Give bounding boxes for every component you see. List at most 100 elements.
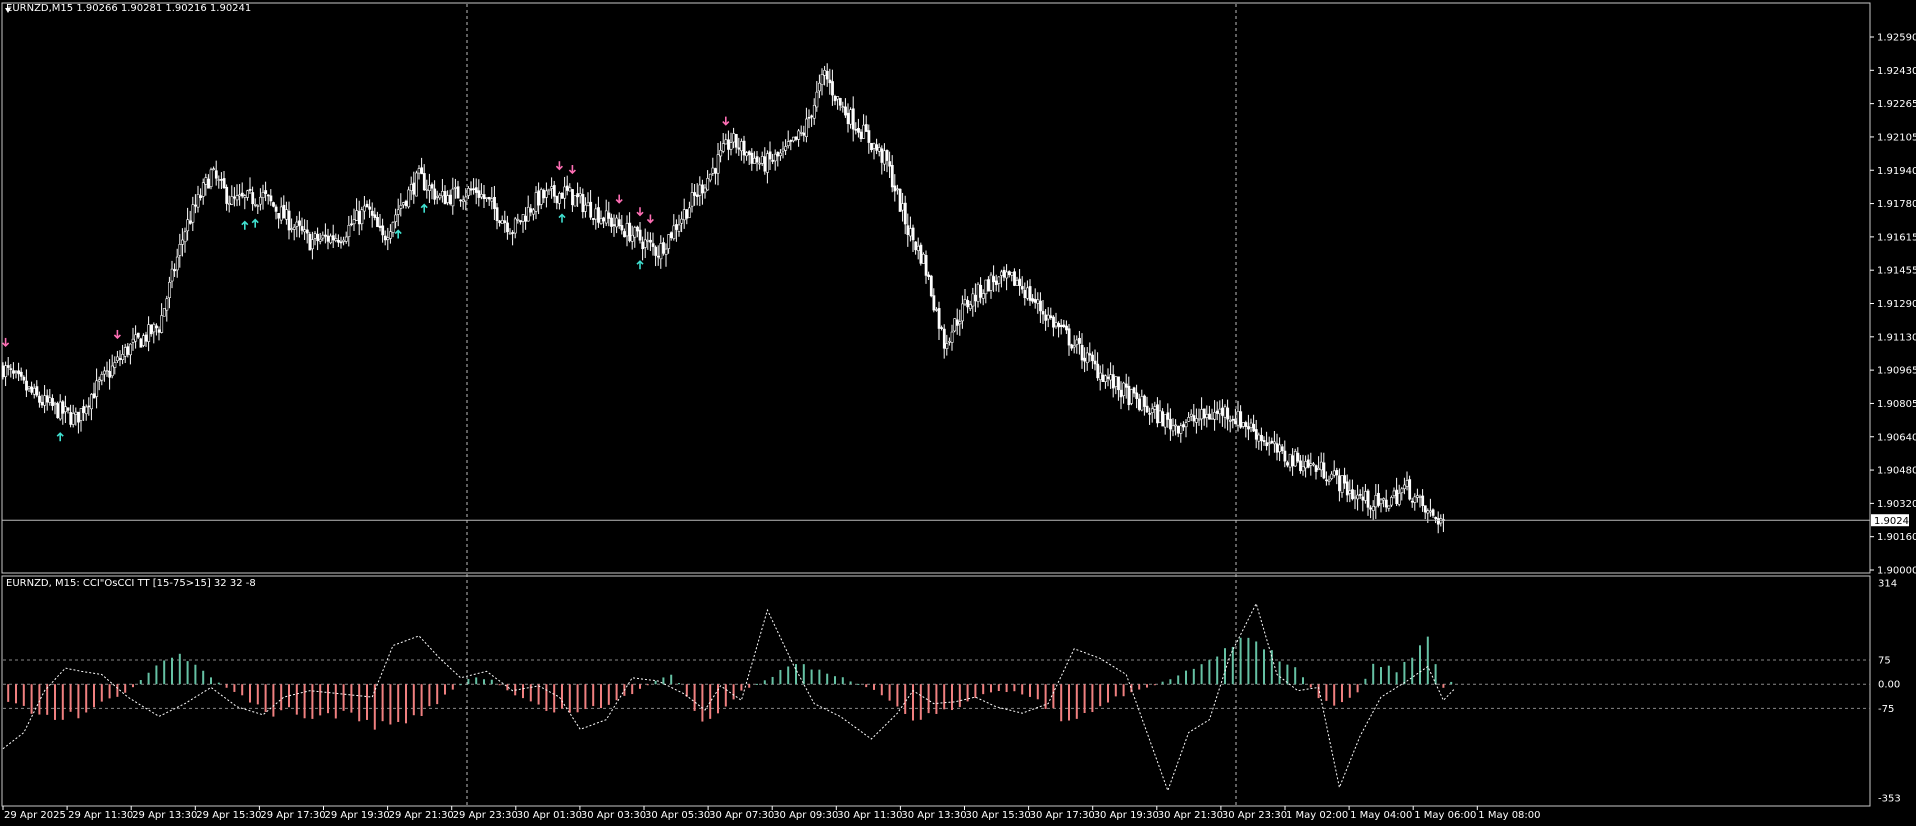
candle-body xyxy=(6,365,10,368)
candle-body xyxy=(742,140,746,156)
candle-body xyxy=(649,239,652,243)
candle-body xyxy=(685,209,689,219)
histogram-bar xyxy=(826,673,829,685)
candle-body xyxy=(1267,442,1271,445)
histogram-bar xyxy=(1356,684,1359,693)
candle-body xyxy=(524,215,528,222)
candle-body xyxy=(698,184,702,196)
price-tick-label: 1.91130 xyxy=(1877,332,1916,343)
indicator-pane xyxy=(2,602,1870,793)
candle-body xyxy=(1210,417,1214,420)
candle-body xyxy=(729,142,733,150)
histogram-bar xyxy=(709,684,712,719)
histogram-bar xyxy=(529,684,532,702)
candle-body xyxy=(1270,440,1274,444)
histogram-bar xyxy=(662,677,665,685)
histogram-bar xyxy=(397,684,400,723)
histogram-bar xyxy=(342,684,345,711)
candle-body xyxy=(1122,382,1126,396)
candle-body xyxy=(1182,424,1185,428)
candle-body xyxy=(1109,374,1113,381)
histogram-bar xyxy=(717,684,719,714)
candle-body xyxy=(1215,410,1219,414)
histogram-bar xyxy=(990,684,992,693)
candle-body xyxy=(246,190,249,198)
candle-body xyxy=(433,188,437,200)
histogram-bar xyxy=(108,684,111,699)
price-tick-label: 1.90480 xyxy=(1877,466,1916,477)
candle-body xyxy=(503,220,507,223)
candle-body xyxy=(1301,466,1305,472)
histogram-bar xyxy=(366,684,368,720)
candle-body xyxy=(810,115,814,118)
candle-body xyxy=(805,118,808,137)
histogram-bar xyxy=(771,676,774,685)
candle-body xyxy=(641,241,645,250)
histogram-bar xyxy=(202,670,205,685)
histogram-bar xyxy=(1434,664,1437,685)
candle-body xyxy=(66,407,70,411)
candle-body xyxy=(1239,411,1243,428)
candle-body xyxy=(1169,418,1172,430)
candle-body xyxy=(971,293,975,307)
candle-body xyxy=(1335,470,1339,476)
candle-body xyxy=(461,199,465,202)
histogram-bar xyxy=(147,672,150,685)
candle-body xyxy=(266,194,270,197)
histogram-bar xyxy=(1450,681,1453,685)
candle-body xyxy=(997,276,1001,284)
candle-body xyxy=(1044,314,1048,321)
candle-body xyxy=(225,186,229,204)
candle-body xyxy=(240,192,244,197)
candle-body xyxy=(56,403,60,419)
candle-body xyxy=(1067,328,1071,346)
candle-body xyxy=(1226,407,1230,420)
histogram-bar xyxy=(1099,684,1102,707)
histogram-bar xyxy=(1309,684,1312,688)
candle-body xyxy=(290,228,294,230)
time-tick-label: 30 Apr 11:30 xyxy=(837,810,902,821)
candle-body xyxy=(334,238,338,241)
candle-body xyxy=(191,204,195,223)
histogram-bar xyxy=(1247,637,1250,685)
histogram-bar xyxy=(1255,641,1258,685)
candle-body xyxy=(779,152,782,156)
histogram-bar xyxy=(553,684,556,713)
histogram-bar xyxy=(178,653,181,685)
candle-body xyxy=(1288,453,1292,468)
candle-body xyxy=(617,219,621,227)
candle-body xyxy=(539,189,543,205)
candle-body xyxy=(430,184,434,189)
candle-body xyxy=(1244,422,1248,427)
histogram-bar xyxy=(100,684,103,702)
menu-triangle-icon[interactable] xyxy=(5,8,11,13)
candle-body xyxy=(560,192,564,199)
candle-body xyxy=(1299,460,1302,472)
candle-body xyxy=(929,275,933,297)
candle-body xyxy=(38,395,41,403)
price-tick-label: 1.90320 xyxy=(1877,499,1916,510)
candle-body xyxy=(35,386,39,396)
candle-body xyxy=(1345,481,1349,496)
candle-body xyxy=(329,235,333,244)
candle-body xyxy=(1202,408,1206,419)
histogram-bar xyxy=(1224,648,1226,685)
candle-body xyxy=(870,142,873,151)
candle-body xyxy=(1052,316,1055,328)
candle-body xyxy=(1377,492,1380,506)
candle-body xyxy=(459,199,463,202)
candle-body xyxy=(732,133,736,143)
candle-body xyxy=(1236,410,1240,426)
histogram-bar xyxy=(436,684,439,705)
histogram-bar xyxy=(1216,656,1219,685)
candle-body xyxy=(373,214,377,218)
candle-body xyxy=(45,395,49,403)
histogram-bar xyxy=(116,684,119,697)
candle-body xyxy=(69,412,73,425)
cci-line xyxy=(2,602,1455,793)
time-tick-label: 29 Apr 2025 xyxy=(4,810,66,821)
candle-body xyxy=(326,235,330,242)
candle-body xyxy=(131,338,135,343)
candle-body xyxy=(212,168,216,170)
